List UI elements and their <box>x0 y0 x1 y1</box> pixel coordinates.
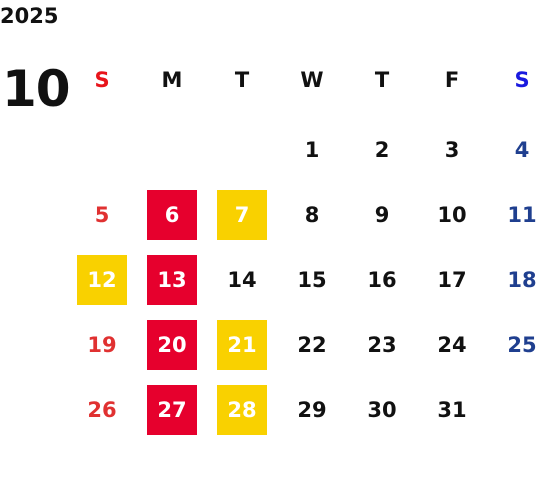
weekday-label: S <box>94 68 110 92</box>
day: 30 <box>367 398 397 422</box>
day: 1 <box>304 138 320 162</box>
day: 4 <box>514 138 530 162</box>
weekday-label: F <box>444 68 460 92</box>
weekday-label: M <box>161 68 183 92</box>
day: 3 <box>444 138 460 162</box>
day: 26 <box>87 398 117 422</box>
day: 17 <box>437 268 467 292</box>
weekday-label: T <box>234 68 250 92</box>
highlighted-day: 27 <box>147 385 197 435</box>
day: 18 <box>507 268 537 292</box>
highlighted-day: 13 <box>147 255 197 305</box>
highlighted-day: 6 <box>147 190 197 240</box>
day: 15 <box>297 268 327 292</box>
day: 23 <box>367 333 397 357</box>
highlighted-day: 28 <box>217 385 267 435</box>
day: 9 <box>374 203 390 227</box>
day: 8 <box>304 203 320 227</box>
day: 24 <box>437 333 467 357</box>
highlighted-day: 12 <box>77 255 127 305</box>
highlighted-day: 7 <box>217 190 267 240</box>
weekday-label: T <box>374 68 390 92</box>
day: 5 <box>94 203 110 227</box>
weekday-label: S <box>514 68 530 92</box>
day: 16 <box>367 268 397 292</box>
highlighted-day: 21 <box>217 320 267 370</box>
highlighted-day: 20 <box>147 320 197 370</box>
day: 10 <box>437 203 467 227</box>
day: 2 <box>374 138 390 162</box>
day: 31 <box>437 398 467 422</box>
day: 25 <box>507 333 537 357</box>
day: 19 <box>87 333 117 357</box>
month: 10 <box>2 60 71 118</box>
year: 2025 <box>0 4 59 28</box>
day: 29 <box>297 398 327 422</box>
day: 14 <box>227 268 257 292</box>
day: 11 <box>507 203 537 227</box>
weekday-label: W <box>300 68 324 92</box>
day: 22 <box>297 333 327 357</box>
